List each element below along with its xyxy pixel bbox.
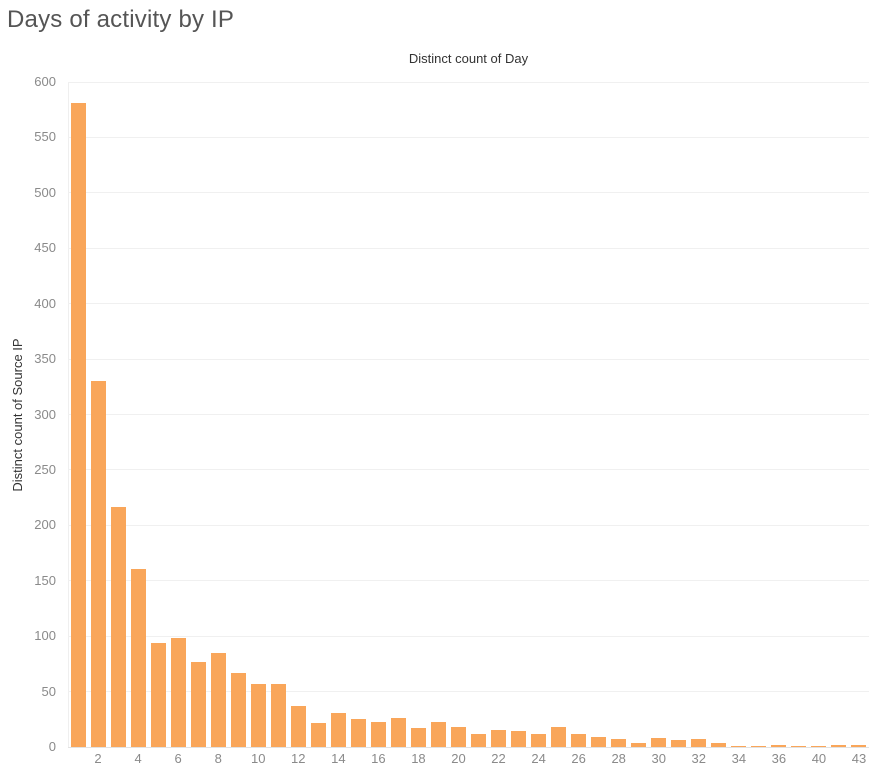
gridline (68, 303, 869, 305)
bar-day-11[interactable] (270, 683, 286, 747)
x-tick-label: 32 (691, 751, 707, 766)
y-tick-label: 250 (34, 461, 56, 477)
bar-day-26[interactable] (571, 733, 587, 747)
bar-day-7[interactable] (190, 661, 206, 747)
bar-day-1[interactable] (70, 103, 86, 747)
gridline (68, 81, 869, 83)
x-tick-label: 40 (811, 751, 827, 766)
bar-day-28[interactable] (611, 739, 627, 747)
bar-day-29[interactable] (631, 742, 647, 747)
bar-day-27[interactable] (591, 737, 607, 747)
x-axis: 2 4 6 8 10 12 14 16 18 20 22 24 26 28 30 32 34 36 40 43 (68, 751, 869, 769)
y-tick-label: 500 (34, 184, 56, 200)
x-tick-label: 36 (771, 751, 787, 766)
x-tick-label: 20 (451, 751, 466, 766)
bar-day-5[interactable] (150, 642, 166, 747)
bar-day-8[interactable] (210, 652, 226, 747)
gridline (68, 635, 869, 637)
gridline (68, 247, 869, 249)
x-tick-label: 26 (571, 751, 586, 766)
gridline (68, 192, 869, 194)
x-tick-label: 8 (214, 751, 222, 766)
bar-day-35[interactable] (751, 745, 767, 747)
gridline (68, 691, 869, 693)
bar-day-13[interactable] (310, 722, 326, 747)
bar-day-16[interactable] (370, 721, 386, 747)
gridline (68, 414, 869, 415)
bar-day-4[interactable] (130, 568, 146, 747)
bar-day-30[interactable] (651, 738, 667, 747)
gridline (68, 136, 869, 138)
y-tick-label: 600 (34, 74, 56, 89)
bar-day-38[interactable] (791, 745, 807, 747)
x-tick-label: 30 (651, 751, 666, 766)
bar-day-2[interactable] (90, 381, 106, 747)
gridline (68, 358, 869, 360)
gridline (68, 469, 869, 471)
y-tick-label: 350 (34, 351, 56, 367)
bar-day-34[interactable] (731, 745, 747, 747)
plot-area (68, 81, 869, 748)
y-tick-label: 400 (34, 295, 56, 311)
y-tick-label: 300 (34, 406, 56, 422)
bar-day-41[interactable] (831, 744, 847, 747)
bar-day-25[interactable] (551, 727, 567, 747)
zero-gridline (68, 746, 869, 748)
y-tick-label: 450 (34, 240, 56, 256)
x-tick-label: 6 (174, 751, 182, 766)
bar-day-43[interactable] (851, 744, 867, 747)
bar-day-6[interactable] (170, 638, 186, 747)
y-tick-label: 50 (41, 683, 56, 699)
x-axis-title: Distinct count of Day (408, 51, 529, 66)
x-tick-label: 2 (94, 751, 102, 766)
bar-day-12[interactable] (290, 706, 306, 747)
bar-day-17[interactable] (390, 718, 406, 747)
bar-day-21[interactable] (471, 733, 486, 747)
bar-day-32[interactable] (691, 739, 707, 747)
bar-day-31[interactable] (671, 740, 687, 747)
x-tick-label: 24 (531, 751, 546, 766)
bar-day-22[interactable] (491, 730, 507, 747)
x-tick-label: 22 (491, 751, 506, 766)
bar-day-36[interactable] (771, 744, 787, 747)
x-tick-label: 43 (851, 751, 867, 766)
y-tick-label: 150 (34, 572, 56, 588)
y-axis: 0 50 100 150 200 250 300 350 400 450 500 550 600 (0, 74, 62, 754)
bar-day-19[interactable] (430, 721, 446, 747)
y-tick-label: 0 (48, 739, 56, 754)
x-tick-label: 16 (371, 751, 386, 766)
bar-day-20[interactable] (450, 727, 466, 747)
x-tick-label: 28 (611, 751, 626, 766)
bar-day-3[interactable] (110, 506, 126, 747)
x-tick-label: 4 (134, 751, 142, 766)
bar-day-18[interactable] (410, 728, 426, 747)
chart-title: Days of activity by IP (7, 6, 235, 33)
gridline (68, 580, 869, 582)
y-tick-label: 200 (34, 517, 56, 533)
bar-day-33[interactable] (711, 742, 727, 747)
bar-day-15[interactable] (350, 719, 366, 747)
x-tick-label: 14 (331, 751, 346, 766)
y-tick-label: 550 (34, 129, 56, 145)
x-tick-label: 34 (731, 751, 747, 766)
x-tick-label: 10 (251, 751, 266, 766)
x-tick-label: 12 (291, 751, 306, 766)
y-tick-label: 100 (34, 628, 56, 644)
bar-day-14[interactable] (330, 712, 346, 747)
bar-day-9[interactable] (230, 672, 246, 747)
bar-day-10[interactable] (250, 683, 266, 747)
bar-day-40[interactable] (811, 745, 827, 747)
x-tick-label: 18 (411, 751, 426, 766)
bar-day-24[interactable] (531, 733, 547, 747)
bar-day-23[interactable] (511, 731, 527, 747)
gridline (68, 524, 869, 526)
